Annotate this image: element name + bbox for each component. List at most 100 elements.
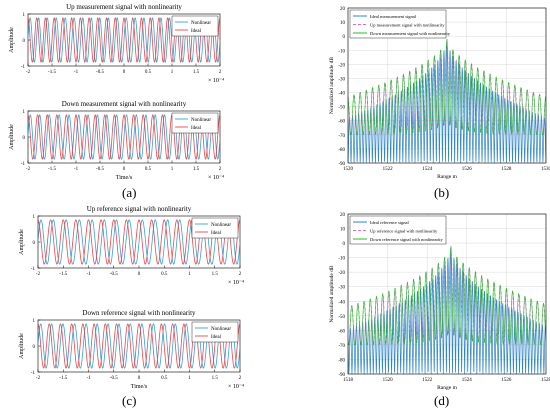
y-tick-label: -30: [338, 77, 345, 82]
y-tick-label: 20: [340, 7, 346, 12]
legend-label: Ideal: [211, 335, 222, 340]
y-tick-label: -90: [338, 373, 345, 378]
y-tick-label: -40: [338, 92, 345, 97]
chart-title: Up measurement signal with nonlinearity: [66, 3, 182, 11]
x-tick-label: -1: [74, 167, 79, 172]
legend-label: Nonlinear: [191, 118, 211, 123]
x-tick-label: 1: [171, 167, 174, 172]
series-line-ideal: [28, 17, 220, 63]
x-tick-label: 1522: [383, 167, 394, 172]
y-axis-label: Amplitude: [9, 27, 15, 53]
y-tick-label: 0: [23, 39, 26, 44]
x-tick-label: -1.5: [59, 376, 67, 381]
subfig-label-b: (b): [434, 185, 450, 200]
y-tick-label: -40: [338, 300, 345, 305]
x-exponent: × 10⁻⁴: [228, 280, 244, 286]
x-tick-label: 0.5: [145, 167, 152, 172]
x-tick-label: -1.5: [48, 70, 56, 75]
y-tick-label: 10: [340, 21, 346, 26]
x-tick-label: 2: [239, 272, 242, 277]
y-tick-label: 0: [343, 35, 346, 40]
y-axis-label: Amplitude: [9, 124, 15, 150]
legend-label: Ideal: [191, 126, 202, 131]
x-tick-label: 1518: [343, 378, 354, 383]
x-tick-label: 1.5: [212, 376, 219, 381]
x-axis-label: Time/s: [131, 384, 148, 390]
y-tick-label: 10: [340, 228, 346, 233]
y-tick-label: -50: [338, 106, 345, 111]
x-tick-label: 1528: [501, 167, 512, 172]
subfig-label-d: (d): [434, 393, 450, 408]
y-tick-label: 0: [343, 242, 346, 247]
x-tick-label: -2: [36, 376, 41, 381]
x-tick-label: 1524: [462, 378, 473, 383]
plot-frame: [347, 7, 547, 164]
x-tick-label: 1522: [422, 378, 433, 383]
legend-label: Ideal reference signal: [370, 220, 409, 225]
x-tick-label: -1.5: [48, 167, 56, 172]
legend-label: Ideal: [211, 231, 222, 236]
y-tick-label: -70: [338, 134, 345, 139]
x-tick-label: 2: [219, 167, 222, 172]
x-tick-label: 0: [138, 376, 141, 381]
legend-box: [191, 217, 239, 239]
series-line-nonlinear: [28, 114, 220, 160]
y-tick-label: 1: [33, 319, 36, 324]
series-line-nonlinear: [38, 323, 240, 369]
y-tick-label: 0: [23, 136, 26, 141]
x-tick-label: -0.5: [110, 272, 118, 277]
legend-box: [171, 15, 219, 37]
legend-label: Up reference signal with nonlinearity: [370, 229, 438, 234]
legend-box: [191, 321, 239, 343]
x-tick-label: 0.5: [145, 70, 152, 75]
y-tick-label: 1: [33, 215, 36, 220]
y-tick-label: -30: [338, 286, 345, 291]
y-tick-label: 1: [23, 13, 26, 18]
chart-d: 1518 1520 1522 1524 1526 1528 20 10 0 -10 -20 -30 -4…: [329, 213, 550, 391]
legend: Nonlinear Ideal: [171, 15, 219, 37]
legend-label: Ideal measurement signal: [370, 14, 417, 19]
x-tick-label: 1528: [541, 378, 550, 383]
y-tick-label: -1: [21, 65, 26, 70]
y-tick-label: -1: [21, 162, 26, 167]
y-axis-label: Amplitude: [19, 229, 25, 255]
x-tick-label: -2: [26, 167, 31, 172]
chart-title: Down reference signal with nonlinearity: [82, 309, 196, 317]
x-axis-label: Range m: [437, 385, 457, 391]
legend-label: Nonlinear: [211, 327, 231, 332]
x-tick-label: -1: [74, 70, 79, 75]
series-line-down: [348, 247, 546, 346]
y-tick-label: 0: [33, 345, 36, 350]
y-tick-label: -1: [31, 371, 36, 376]
legend: Nonlinear Ideal: [191, 321, 239, 343]
x-tick-label: 1.5: [193, 70, 200, 75]
x-tick-label: 1526: [462, 167, 473, 172]
subfig-label-c: (c): [122, 393, 137, 408]
x-axis-label: Time/s: [116, 175, 133, 181]
y-tick-label: -10: [338, 49, 345, 54]
chart-a1: Up measurement signal with nonlinearity -…: [9, 3, 224, 84]
y-tick-label: -50: [338, 315, 345, 320]
plot-frame: [347, 213, 547, 375]
legend-box: [171, 112, 219, 134]
x-tick-label: -2: [26, 70, 31, 75]
chart-c2: Down reference signal with nonlinearity -…: [19, 309, 244, 390]
x-exponent: × 10⁻⁴: [208, 175, 224, 181]
legend: Nonlinear Ideal: [171, 112, 219, 134]
x-exponent: × 10⁻⁴: [208, 78, 224, 84]
x-tick-label: -1.5: [59, 272, 67, 277]
x-tick-label: 1: [188, 272, 191, 277]
chart-b: 1520 1522 1524 1526 1528 1530 20 10 0 -10 -20 -30 -4…: [329, 7, 550, 180]
x-tick-label: 0: [123, 70, 126, 75]
legend: Ideal reference signal Up reference signa…: [349, 215, 447, 245]
x-exponent: × 10⁻⁴: [228, 384, 244, 390]
legend-label: Down reference signal with nonlinearity: [370, 237, 443, 242]
x-tick-label: 1: [188, 376, 191, 381]
x-tick-label: 0: [123, 167, 126, 172]
series-line-ideal: [28, 114, 220, 160]
chart-c1: Up reference signal with nonlinearity-2-…: [19, 205, 244, 286]
y-tick-label: -60: [338, 329, 345, 334]
y-axis-label: Normalized amplitude dB: [329, 57, 335, 114]
y-tick-label: -1: [31, 267, 36, 272]
